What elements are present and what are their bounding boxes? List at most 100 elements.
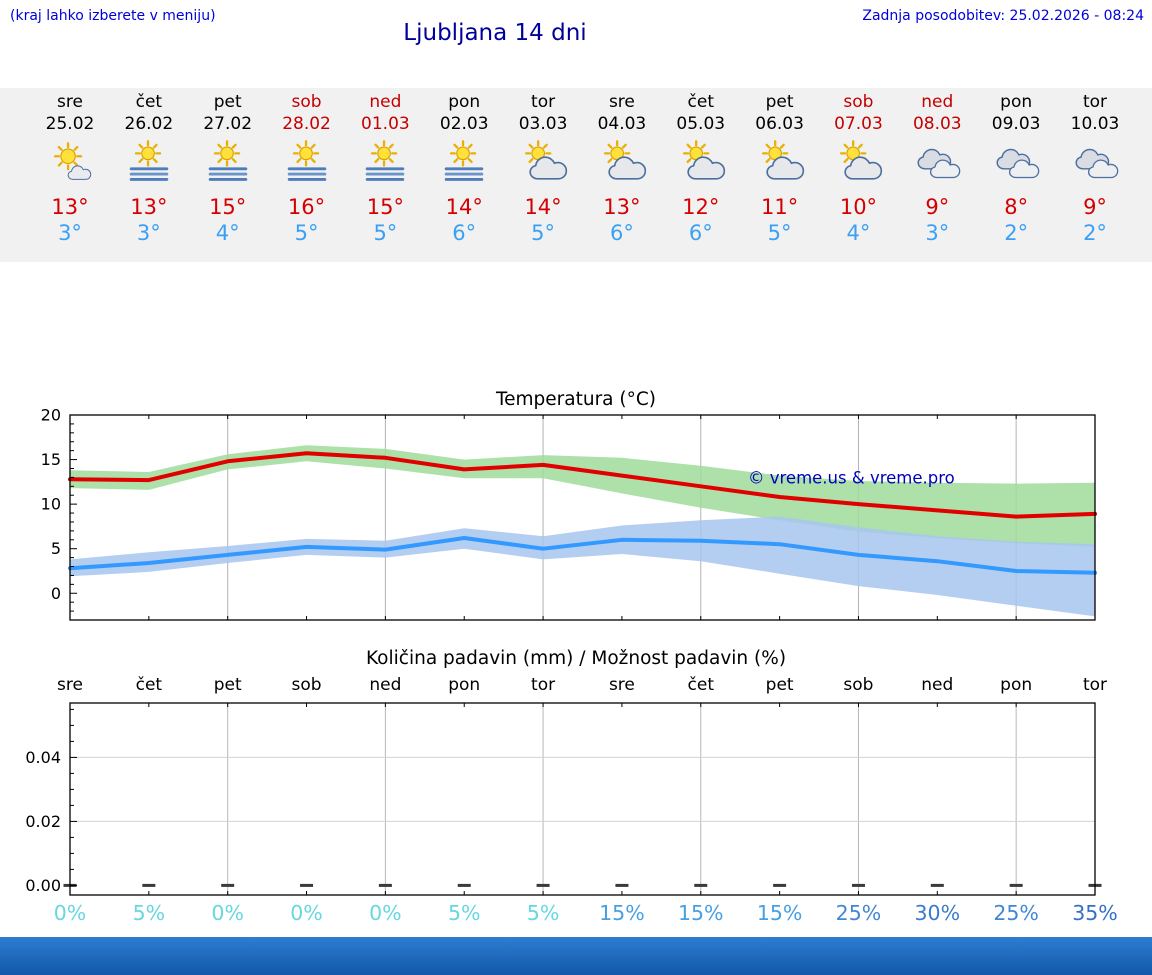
precip-day-label: tor [1082,675,1108,695]
temp-min: 2° [1083,221,1107,245]
svg-text:0.02: 0.02 [25,812,61,831]
precip-probability: 0% [211,901,244,925]
precip-probability: 0% [290,901,323,925]
forecast-day[interactable]: tor 10.03 9° 2° [1053,88,1137,246]
forecast-strip: sre 25.02 13° 3° čet 26.02 13° 3° pet 27.02 15° 4… [0,88,1152,262]
day-date: 25.02 [45,114,95,134]
precip-day-label: sre [608,675,635,695]
temp-max: 14° [445,195,483,219]
svg-text:10: 10 [41,495,61,514]
forecast-day[interactable]: sre 25.02 13° 3° [28,88,112,246]
temp-min: 5° [373,221,398,245]
precip-day-label: sob [843,675,874,695]
partly-cloudy-icon [501,137,585,189]
precipitation-chart: 0.00 0.02 0.04 [0,700,1152,905]
precip-day-label: sob [291,675,322,695]
svg-text:20: 20 [41,406,61,425]
precip-probability: 5% [132,901,166,925]
temp-min: 5° [531,221,555,245]
temp-min: 6° [452,221,477,245]
svg-text:5: 5 [51,539,61,558]
day-date: 01.03 [361,114,410,134]
forecast-day[interactable]: sob 07.03 10° 4° [816,88,900,246]
temp-max: 10° [839,195,878,219]
day-name: pet [213,92,242,112]
partly-cloudy-icon [659,137,743,189]
forecast-day[interactable]: pet 27.02 15° 4° [186,88,270,246]
precip-day-label: pon [1000,675,1033,695]
precip-day-label: pet [765,675,794,695]
precip-day-label: čet [135,675,163,695]
forecast-day[interactable]: čet 05.03 12° 6° [659,88,743,246]
precip-probability: 5% [526,901,560,925]
day-date: 06.03 [755,114,804,134]
day-date: 28.02 [282,114,331,134]
forecast-day[interactable]: ned 08.03 9° 3° [895,88,979,246]
footer-banner [0,937,1152,975]
menu-hint: (kraj lahko izberete v meniju) [10,8,216,24]
precip-day-label: ned [921,675,954,695]
precip-probability: 15% [756,901,803,925]
temp-chart-title: Temperatura (°C) [495,389,657,410]
precip-probability: 35% [1072,901,1118,925]
forecast-day[interactable]: tor 03.03 14° 5° [501,88,585,246]
day-date: 08.03 [912,114,962,134]
day-name: sob [843,92,874,112]
day-date: 04.03 [597,114,647,134]
temp-min: 5° [294,221,319,245]
cloudy-icon [895,137,979,189]
temp-max: 15° [209,195,247,219]
temp-min: 3° [136,221,161,245]
last-update: Zadnja posodobitev: 25.02.2026 - 08:24 [862,8,1144,24]
temp-min: 5° [767,221,792,245]
day-date: 10.03 [1070,114,1120,134]
svg-text:0: 0 [51,584,61,603]
page-title: Ljubljana 14 dni [403,20,587,46]
temp-min: 3° [925,221,950,245]
forecast-day[interactable]: pet 06.03 11° 5° [738,88,822,246]
day-date: 05.03 [676,114,726,134]
temp-max: 8° [1004,195,1029,219]
svg-text:© vreme.us & vreme.pro: © vreme.us & vreme.pro [748,469,955,488]
temp-max: 9° [1083,195,1107,219]
svg-text:0.04: 0.04 [25,748,61,767]
sun-fog-icon [186,137,270,189]
day-date: 09.03 [991,114,1041,134]
precip-probability-row: 0% 5% 0% 0% 0% 5% 5% 15% 15% 15% 25% 30% 25% 35% [0,901,1152,931]
precip-probability: 5% [447,901,481,925]
temp-min: 4° [846,221,871,245]
partly-cloudy-icon [816,137,900,189]
precip-probability: 25% [835,901,882,925]
day-name: sre [57,92,83,112]
temp-max: 13° [51,195,89,219]
temp-max: 14° [524,195,562,219]
temp-max: 13° [603,195,641,219]
svg-text:15: 15 [41,450,61,469]
temperature-chart: 0 5 10 15 20 © vreme.us & vreme.pro [0,405,1152,635]
forecast-day[interactable]: pon 09.03 8° 2° [974,88,1058,246]
partly-cloudy-icon [580,137,664,189]
precip-probability: 15% [677,901,724,925]
day-name: pon [448,92,481,112]
sun-fog-icon [422,137,506,189]
sun-fog-icon [107,137,191,189]
sun-fog-icon [265,137,349,189]
precip-day-labels: sre čet pet sob ned pon tor sre čet pet sob ned pon t… [0,675,1152,699]
cloudy-icon [974,137,1058,189]
precip-probability: 15% [599,901,645,925]
day-name: tor [531,92,556,112]
forecast-day[interactable]: pon 02.03 14° 6° [422,88,506,246]
svg-text:0.00: 0.00 [25,876,61,895]
temp-max: 15° [366,195,404,219]
forecast-day[interactable]: čet 26.02 13° 3° [107,88,191,246]
forecast-day[interactable]: sre 04.03 13° 6° [580,88,664,246]
forecast-day[interactable]: ned 01.03 15° 5° [343,88,427,246]
precip-probability: 0% [369,901,402,925]
forecast-day[interactable]: sob 28.02 16° 5° [265,88,349,246]
day-name: čet [135,92,163,112]
day-name: pet [765,92,794,112]
day-name: ned [921,92,954,112]
precip-chart-title: Količina padavin (mm) / Možnost padavin … [365,648,787,669]
sun-small-cloud-icon [28,137,112,189]
